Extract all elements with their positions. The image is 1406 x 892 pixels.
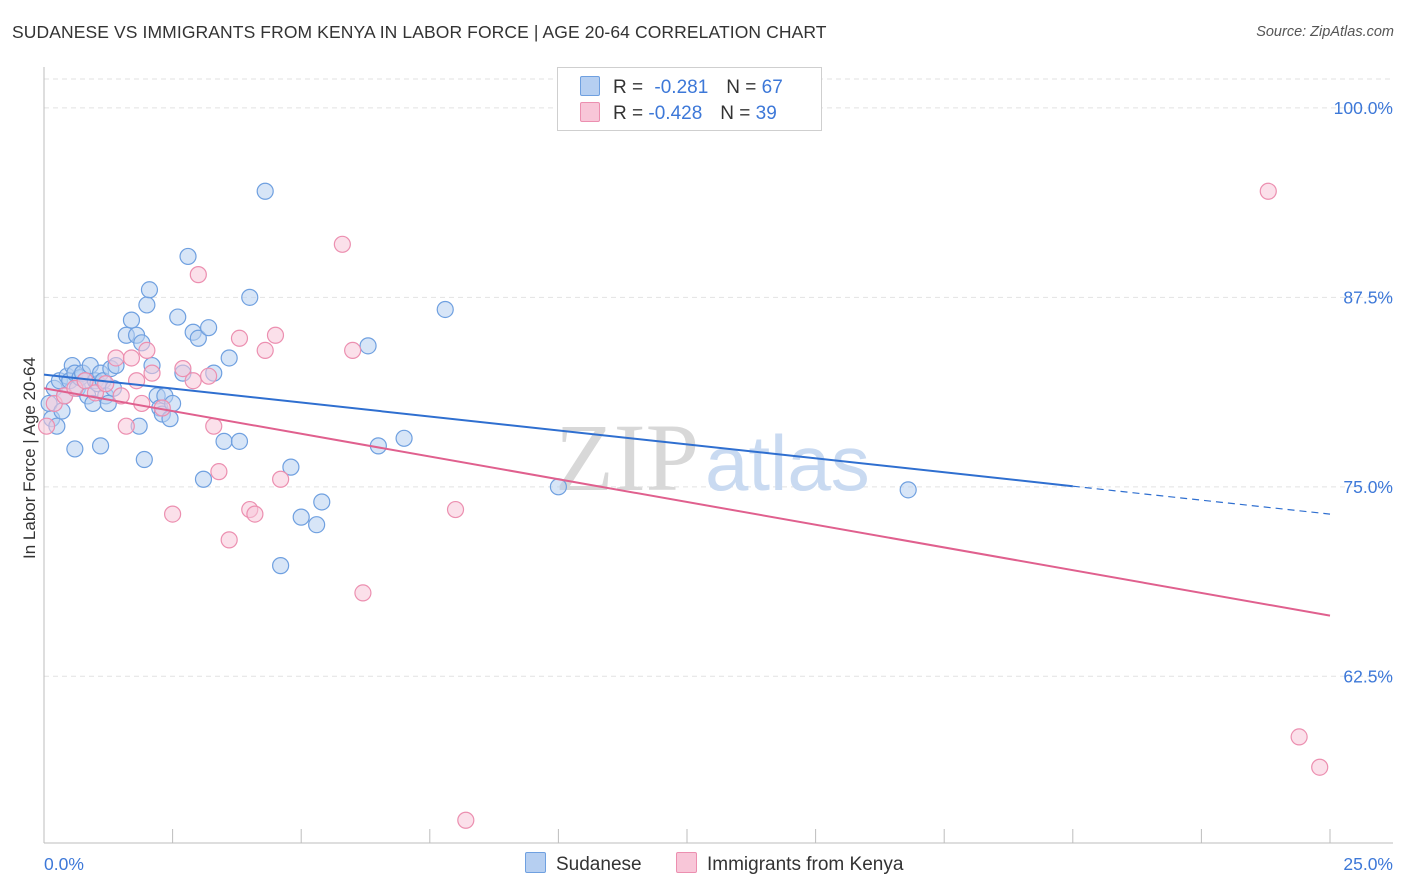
legend-r-label: R = [613,103,644,124]
data-point [97,375,115,393]
data-point [436,300,454,319]
data-point [230,432,249,450]
data-point [446,500,465,519]
data-point [179,247,197,266]
data-point [344,341,362,360]
legend-box: R = -0.281 N = 67 R = -0.428 N = 39 [557,67,822,131]
y-tick-label: 100.0% [1334,98,1393,118]
y-axis-label: In Labor Force | Age 20-64 [20,357,39,559]
legend-n-label: N = [720,103,751,124]
legend-n-value: 39 [755,103,777,124]
data-point [354,584,372,602]
data-point [189,266,207,284]
data-point [66,440,84,458]
data-point [133,394,151,413]
bottom-legend-sudanese: Sudanese [525,852,642,876]
data-point [266,326,285,344]
legend-r-label: R = [613,77,644,98]
watermark-atlas: atlas [705,419,870,507]
source-credit: Source: ZipAtlas.com [1256,24,1394,40]
data-point [189,329,207,347]
data-point [91,437,110,455]
bottom-legend: Sudanese Immigrants from Kenya [0,852,1406,878]
data-point [230,329,249,347]
data-point [205,417,223,435]
legend-r-value: -0.428 [648,103,703,124]
bottom-legend-swatch-pink [676,852,697,873]
data-point [127,372,146,390]
data-point [184,372,202,390]
data-point [292,508,310,526]
data-point [107,349,125,367]
data-point [112,387,130,405]
data-point [140,281,159,299]
watermark-zip: ZIP [555,404,699,511]
data-point [215,432,233,450]
legend-r-value: -0.281 [654,77,709,98]
data-point [143,364,161,382]
x-tick-label: 0.0% [44,854,84,874]
data-point [1290,728,1308,746]
legend-n-label: N = [726,77,757,98]
y-tick-label: 62.5% [1343,666,1393,686]
data-point [1259,182,1277,200]
legend-row-kenya: R = -0.428 N = 39 [580,102,777,126]
bottom-legend-label: Immigrants from Kenya [707,854,904,875]
data-point [220,531,238,549]
data-point [200,367,218,385]
legend-n-value: 67 [761,77,783,98]
legend-swatch-blue [580,76,600,96]
data-point [899,481,917,499]
series-kenya [37,182,1329,829]
data-point [169,308,187,326]
tick-labels: 100.0% 87.5% 75.0% 62.5% 0.0% 25.0% [44,98,1393,874]
data-point [313,493,331,511]
data-point [395,429,413,447]
data-point [210,463,228,481]
data-point [256,341,274,360]
x-tick-label: 25.0% [1343,854,1393,874]
legend-row-sudanese: R = -0.281 N = 67 [580,76,783,100]
data-point [122,349,141,367]
data-point [220,349,238,367]
bottom-legend-label: Sudanese [556,854,642,875]
watermark: ZIP atlas [555,404,870,511]
y-tick-label: 87.5% [1343,287,1393,307]
data-point [272,557,290,575]
data-point [135,450,153,469]
trendlines [43,373,1331,617]
data-point [282,458,300,476]
data-point [164,505,182,523]
data-point [308,516,326,534]
data-point [174,359,192,378]
data-point [246,505,264,523]
data-point [117,417,135,435]
data-point [138,341,156,360]
legend-swatch-pink [580,102,600,122]
data-point [457,811,475,829]
bottom-legend-swatch-blue [525,852,546,873]
data-point [241,288,259,306]
data-point [272,470,290,488]
data-point [122,311,141,329]
data-point [1311,758,1329,776]
data-point [37,417,56,435]
data-point [359,337,377,355]
y-tick-label: 75.0% [1343,477,1393,497]
data-point [194,470,213,488]
chart-title: SUDANESE VS IMMIGRANTS FROM KENYA IN LAB… [12,22,827,42]
grid [44,78,1393,677]
trendline-dashed [1072,485,1331,515]
data-point [138,296,156,314]
data-point [256,182,274,200]
data-point [333,235,351,253]
trendline-solid [43,387,1331,617]
bottom-legend-kenya: Immigrants from Kenya [676,852,903,876]
axes [43,67,1393,844]
data-point [200,319,218,337]
trendline-solid [43,373,1073,488]
